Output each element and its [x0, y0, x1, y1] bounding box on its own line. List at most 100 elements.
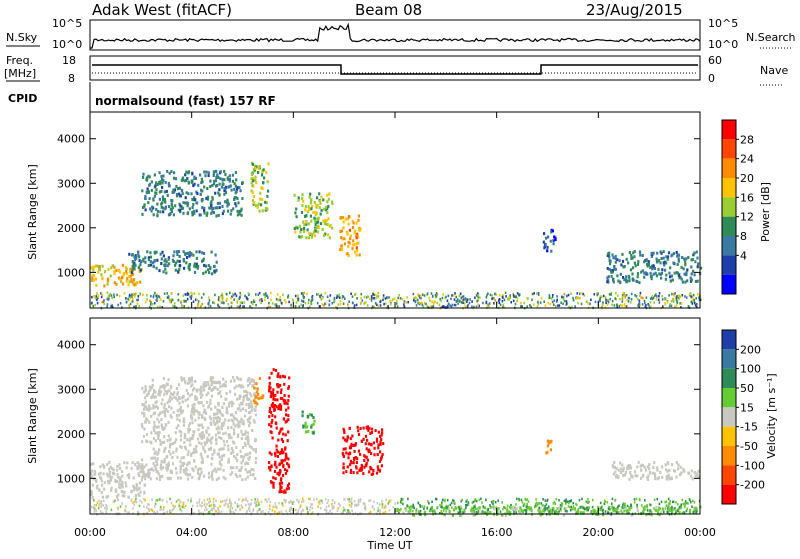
- velocity-cell: [270, 393, 273, 397]
- power-cell: [106, 282, 109, 286]
- power-colorbar-swatch: [722, 158, 736, 178]
- velocity-cell: [359, 467, 362, 471]
- velocity-cell: [233, 378, 236, 382]
- power-ground-cell: [135, 292, 137, 295]
- velocity-cell: [227, 444, 230, 448]
- power-cell: [235, 196, 238, 200]
- velocity-cell: [155, 459, 158, 463]
- velocity-cell: [230, 447, 233, 450]
- power-ground-cell: [503, 298, 506, 302]
- power-ground-cell: [333, 296, 336, 300]
- power-ground-cell: [186, 297, 189, 301]
- velocity-cell: [169, 395, 172, 399]
- velocity-ground-cell: [346, 512, 348, 515]
- velocity-cell: [191, 467, 194, 471]
- velocity-ground-cell: [463, 510, 466, 513]
- power-ground-cell: [328, 303, 330, 307]
- power-cell: [546, 245, 549, 249]
- velocity-cell: [241, 422, 244, 425]
- velocity-ground-cell: [350, 500, 353, 504]
- velocity-cell: [90, 493, 93, 497]
- power-cell: [646, 272, 649, 276]
- power-cell: [676, 271, 679, 275]
- power-cell: [319, 212, 322, 216]
- velocity-cell: [204, 450, 207, 454]
- velocity-cell: [199, 472, 202, 476]
- velocity-cell: [271, 401, 275, 405]
- power-cell: [357, 218, 360, 222]
- power-ground-cell: [650, 305, 652, 308]
- power-ground-cell: [268, 301, 270, 305]
- power-cell: [155, 266, 158, 270]
- power-cell: [226, 198, 229, 202]
- velocity-ground-cell: [664, 507, 667, 510]
- velocity-ground-cell: [178, 503, 181, 506]
- velocity-cell: [195, 444, 198, 448]
- power-cell: [631, 272, 634, 276]
- power-ground-cell: [655, 293, 657, 296]
- velocity-cell: [121, 494, 124, 498]
- velocity-ground-cell: [319, 499, 321, 502]
- velocity-ground-cell: [151, 509, 154, 513]
- x-tick-label: 08:00: [277, 526, 309, 539]
- velocity-cell: [276, 398, 279, 402]
- power-cell: [685, 257, 688, 261]
- power-cell: [160, 189, 163, 193]
- power-ground-cell: [342, 302, 345, 305]
- power-cell: [686, 268, 689, 272]
- velocity-cell: [206, 455, 209, 459]
- velocity-ground-cell: [383, 506, 386, 509]
- power-cell: [220, 185, 224, 189]
- power-cell: [644, 271, 647, 275]
- velocity-cell: [176, 392, 179, 396]
- power-cell: [315, 203, 318, 207]
- velocity-cell: [597, 505, 600, 509]
- power-cell: [207, 264, 210, 267]
- velocity-ground-cell: [93, 510, 96, 513]
- velocity-colorbar-swatch: [722, 388, 736, 408]
- power-cell: [207, 268, 210, 272]
- power-cell: [251, 162, 254, 166]
- power-cell: [259, 197, 262, 201]
- power-ground-cell: [450, 297, 452, 301]
- velocity-cell: [275, 465, 278, 469]
- power-ground-cell: [406, 296, 408, 299]
- velocity-cell: [134, 494, 137, 498]
- velocity-ground-cell: [309, 508, 311, 512]
- velocity-cell: [246, 475, 249, 479]
- velocity-ground-cell: [252, 509, 254, 513]
- velocity-heatmap: [90, 368, 702, 517]
- velocity-ground-cell: [239, 508, 241, 511]
- power-ground-cell: [548, 296, 550, 300]
- power-cell: [319, 199, 322, 203]
- power-ground-cell: [393, 297, 396, 300]
- velocity-cell: [162, 384, 165, 388]
- velocity-cell: [146, 394, 149, 397]
- velocity-ground-cell: [93, 504, 96, 507]
- power-ground-cell: [177, 298, 180, 302]
- power-cell: [142, 205, 145, 209]
- power-ground-cell: [562, 296, 565, 299]
- velocity-cell: [653, 472, 657, 476]
- velocity-cell: [616, 511, 620, 515]
- power-cell: [324, 205, 328, 209]
- velocity-cell: [377, 468, 380, 472]
- power-cell: [93, 265, 96, 269]
- velocity-cell: [244, 390, 247, 393]
- velocity-cell: [616, 507, 619, 510]
- velocity-cell: [271, 436, 274, 440]
- velocity-cell: [147, 404, 150, 408]
- velocity-ground-cell: [183, 506, 185, 509]
- power-ground-cell: [208, 296, 210, 299]
- velocity-cell: [209, 377, 212, 381]
- velocity-cell: [128, 473, 131, 477]
- velocity-ground-cell: [209, 511, 211, 514]
- power-cell: [323, 207, 326, 211]
- velocity-cell: [169, 443, 172, 446]
- power-cell: [191, 212, 194, 216]
- velocity-cell: [279, 391, 283, 395]
- velocity-cell: [145, 463, 148, 467]
- velocity-cell: [374, 429, 377, 433]
- velocity-ground-cell: [377, 509, 379, 513]
- velocity-cell: [619, 471, 623, 474]
